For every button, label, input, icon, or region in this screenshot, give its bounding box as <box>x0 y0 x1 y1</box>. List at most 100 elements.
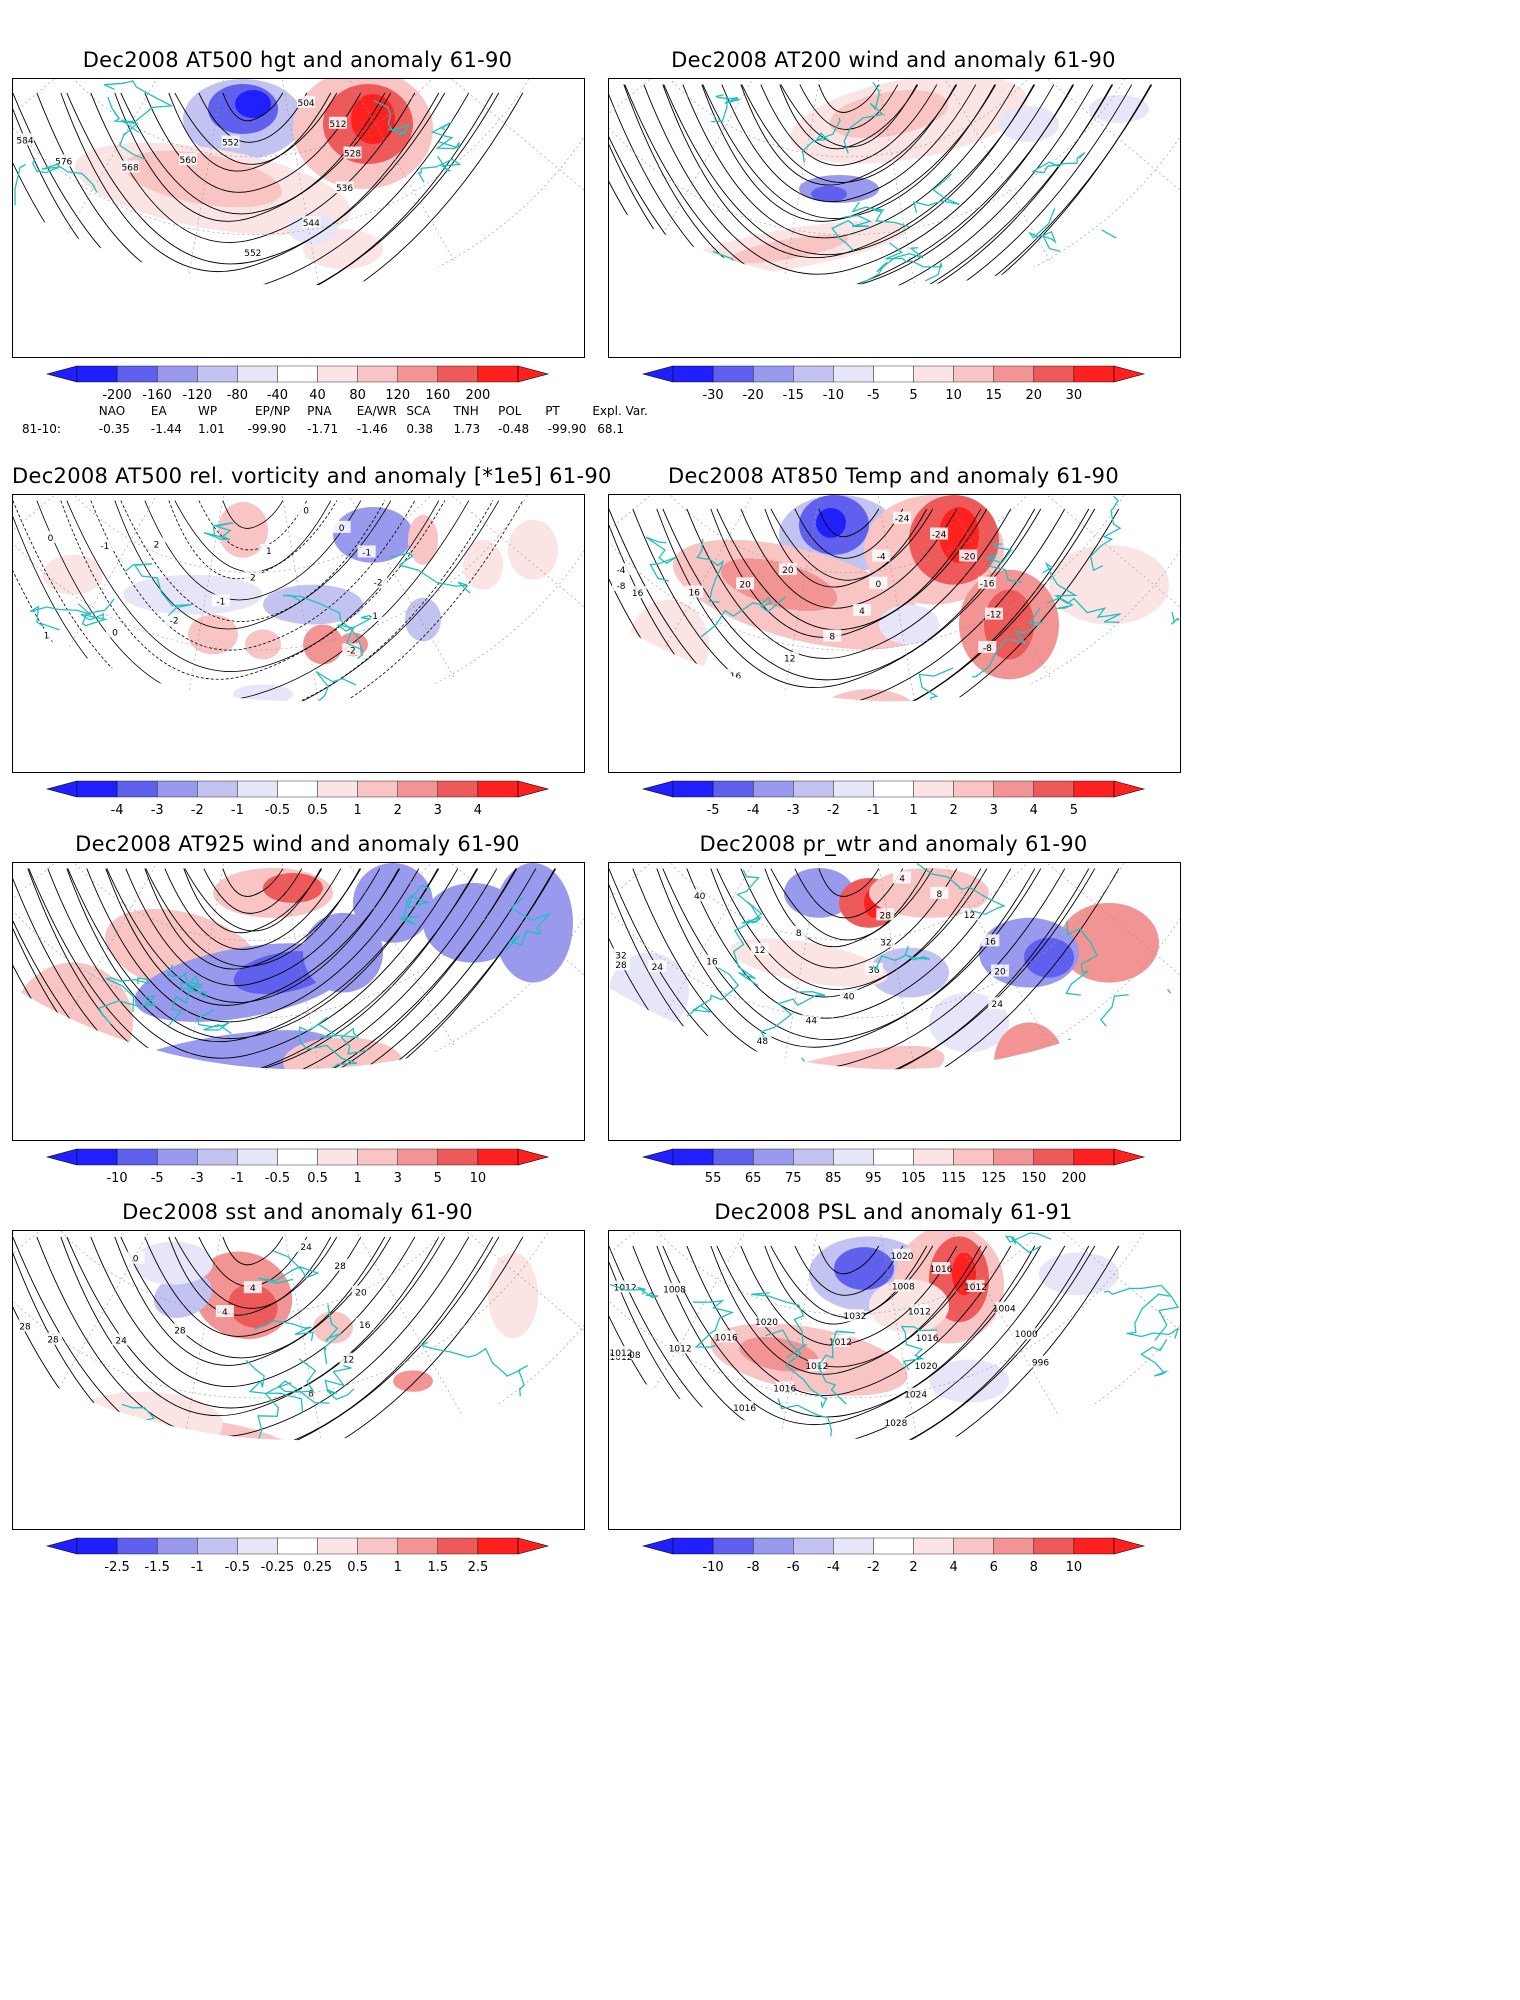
colorbar-tick-label: -4 <box>110 803 124 818</box>
map-panel-sst: Dec2008 sst and anomaly 61-90 24 28 20 16 12 8… <box>12 1200 585 1588</box>
map-panel-vort: Dec2008 AT500 rel. vorticity and anomaly… <box>12 464 611 831</box>
colorbar-tick-label: -4 <box>826 1560 840 1575</box>
map-canvas: 504 512 528 536 544 552 552 560 568 576 584 <box>13 79 584 357</box>
colorbar-swatch <box>76 365 118 383</box>
colorbar: 55 65 75 85 95 105 115 125 150 200 <box>641 1148 1146 1189</box>
contour-label: 0 <box>876 580 882 590</box>
contour-label: -2 <box>170 616 179 626</box>
colorbar-swatch <box>1033 365 1075 383</box>
colorbar-swatch <box>953 1148 994 1166</box>
contour-label: 1000 <box>1015 1330 1038 1340</box>
colorbar-swatch <box>437 365 479 383</box>
colorbar-swatch <box>237 1148 278 1166</box>
colorbar-swatch <box>76 1537 118 1555</box>
contour-label: 552 <box>244 249 261 259</box>
contour-label: 16 <box>706 958 718 968</box>
contour-label: 996 <box>1032 1359 1049 1369</box>
colorbar-tick-label: 0.5 <box>347 1560 368 1575</box>
panel-title: Dec2008 pr_wtr and anomaly 61-90 <box>699 832 1088 856</box>
map-canvas: -24 -24 -20 -16 -12 -8 -4 0 4 8 12 16 20 20 16 16 -8 -4 <box>609 495 1180 772</box>
colorbar-swatch <box>76 780 118 798</box>
contour-label: 1020 <box>915 1362 938 1372</box>
colorbar-swatch <box>437 1537 479 1555</box>
colorbar-swatch <box>993 365 1035 383</box>
colorbar-swatch <box>437 780 479 798</box>
colorbar-swatch <box>1073 1148 1115 1166</box>
contour-label: 16 <box>985 937 997 947</box>
colorbar-tick-label: 1 <box>909 803 918 818</box>
contour-label: 584 <box>16 136 33 146</box>
map-canvas: 0 0 -1 -2 -1 -2 1 2 -1 -2 0 1 2 -1 0 <box>13 495 584 772</box>
colorbar-svg <box>45 365 550 383</box>
panel-title: Dec2008 AT925 wind and anomaly 61-90 <box>75 832 520 856</box>
colorbar-tick-label: -0.25 <box>260 1560 295 1575</box>
colorbar: -10 -5 -3 -1 -0.5 0.5 1 3 5 10 <box>45 1148 550 1189</box>
colorbar-tick-label: -1 <box>190 1560 204 1575</box>
colorbar: -200 -160 -120 -80 -40 40 80 120 160 200 <box>45 365 550 406</box>
colorbar-tick-label: 125 <box>981 1171 1007 1186</box>
colorbar-swatch <box>477 780 519 798</box>
contour-lines: 504 512 528 536 544 552 552 560 568 576 584 <box>13 92 524 344</box>
contour-label: 0 <box>112 628 118 638</box>
index-value: 1.73 <box>453 422 481 436</box>
index-value: -1.44 <box>150 422 182 436</box>
colorbar-swatch <box>833 365 874 383</box>
map-plot: 1020 1016 1012 1004 1000 996 1008 1012 1016 1020 1… <box>608 1230 1181 1530</box>
contour-label: 28 <box>615 961 627 971</box>
anomaly-shading <box>74 79 433 269</box>
contour-label: 20 <box>355 1289 367 1299</box>
colorbar-arrow-right <box>517 365 550 383</box>
contour-label: 512 <box>329 120 346 130</box>
index-value: 1.01 <box>198 422 225 436</box>
colorbar-tick-label: 1 <box>393 1560 402 1575</box>
colorbar-tick-label: -0.5 <box>264 1171 291 1186</box>
contour-label: 576 <box>55 157 72 167</box>
index-header: EP/NP <box>255 404 291 418</box>
colorbar-tick-label: 1.5 <box>427 1560 449 1575</box>
contour-label: 1012 <box>908 1307 931 1317</box>
colorbar-svg <box>45 1537 550 1555</box>
colorbar-swatch <box>953 1537 994 1555</box>
colorbar-tick-label: 6 <box>989 1560 998 1575</box>
colorbar-swatch <box>237 1537 278 1555</box>
contour-label: -12 <box>987 611 1002 621</box>
colorbar-swatch <box>397 365 439 383</box>
colorbar-svg <box>641 780 1146 798</box>
colorbar-arrow-right <box>1113 1148 1146 1166</box>
contour-label: 16 <box>689 588 701 598</box>
colorbar-swatch <box>397 780 439 798</box>
colorbar-tick-label: 4 <box>473 803 483 818</box>
colorbar-tick-label: -2 <box>826 803 840 818</box>
colorbar-swatch <box>156 365 198 383</box>
lat-lon-grid <box>609 1231 1180 1529</box>
lat-lon-grid <box>609 863 1180 1140</box>
colorbar-swatch <box>833 1148 874 1166</box>
contour-label: 16 <box>632 589 644 599</box>
contour-label: 12 <box>343 1356 354 1366</box>
contour-label: 28 <box>19 1323 31 1333</box>
contour-label: 4 <box>859 607 865 617</box>
contour-label: -1 <box>100 542 109 552</box>
colorbar-swatch <box>197 1148 238 1166</box>
colorbar-tick-label: 115 <box>941 1171 967 1186</box>
colorbar-swatch <box>156 1537 198 1555</box>
colorbar-tick-label: 160 <box>425 388 451 403</box>
colorbar-swatch <box>793 365 834 383</box>
contour-label: 1012 <box>610 1349 633 1359</box>
contour-label: 1012 <box>964 1283 987 1293</box>
colorbar: -2.5 -1.5 -1 -0.5 -0.25 0.25 0.5 1 1.5 2.5 <box>45 1537 550 1578</box>
colorbar-tick-label: -5 <box>706 803 720 818</box>
colorbar-svg <box>641 1148 1146 1166</box>
map-panel-prw: Dec2008 pr_wtr and anomaly 61-90 4 8 12 16 20… <box>608 832 1181 1199</box>
contour-label: 28 <box>174 1327 186 1337</box>
colorbar-tick-label: 55 <box>704 1171 722 1186</box>
colorbar-tick-label: -3 <box>150 803 164 818</box>
lat-lon-grid <box>13 79 584 357</box>
colorbar-arrow-right <box>1113 780 1146 798</box>
colorbar-tick-label: 40 <box>309 388 326 403</box>
contour-label: 1020 <box>891 1252 914 1262</box>
contour-label: 40 <box>843 993 855 1003</box>
contour-label: -24 <box>895 515 910 525</box>
map-canvas <box>609 79 1180 357</box>
